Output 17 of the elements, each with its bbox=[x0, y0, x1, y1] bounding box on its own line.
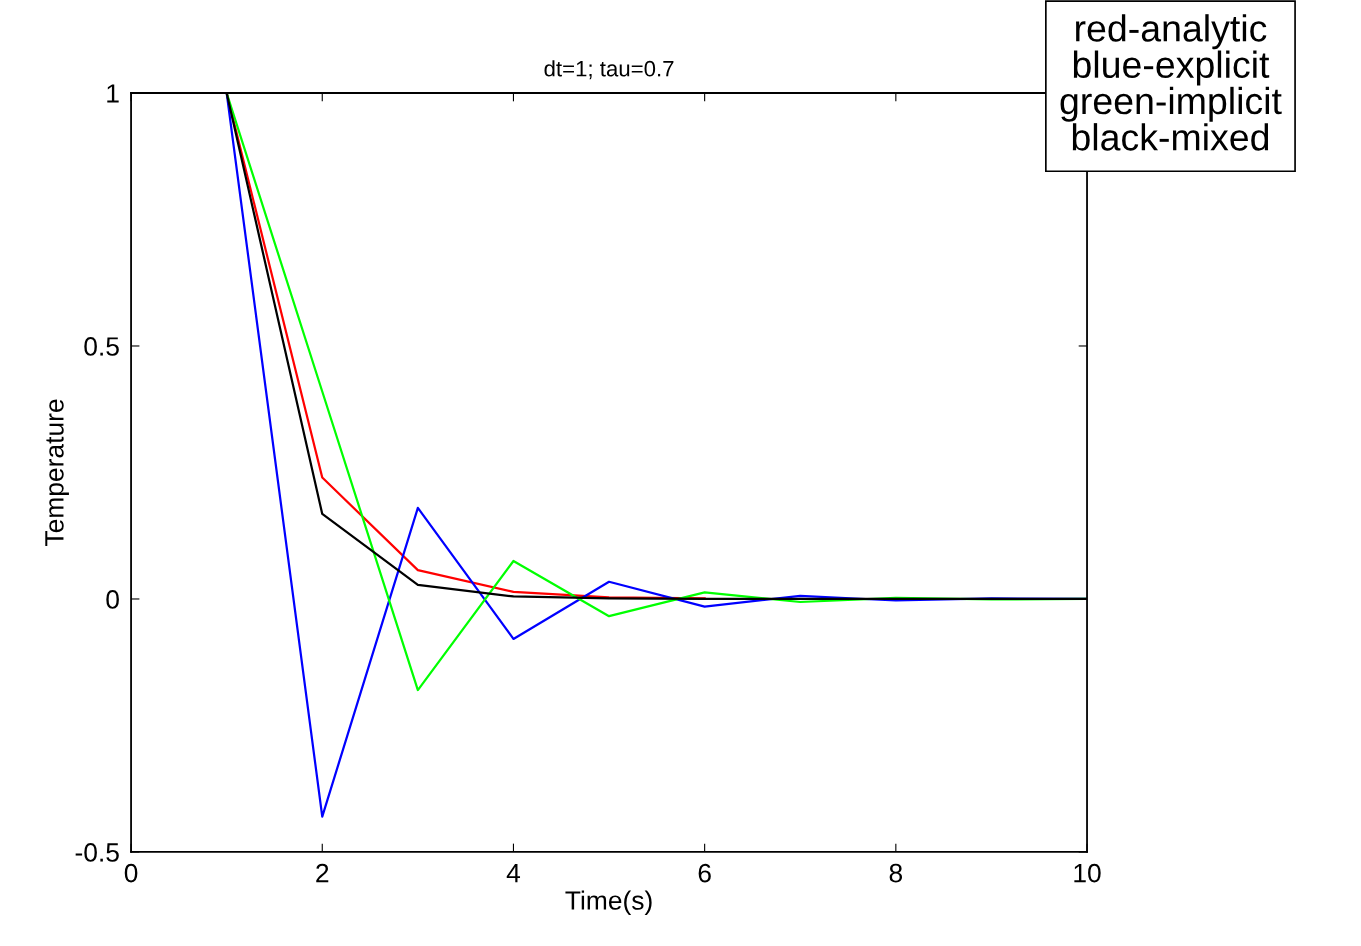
x-tick-label: 6 bbox=[698, 863, 711, 883]
y-tick-label: 0.5 bbox=[84, 337, 119, 356]
x-tick-label: 10 bbox=[1074, 863, 1101, 883]
y-tick-label: -0.5 bbox=[75, 843, 119, 862]
x-tick-label: 8 bbox=[889, 863, 903, 883]
y-tick-label: 1 bbox=[107, 84, 119, 103]
annotation: black-mixed bbox=[1072, 123, 1269, 151]
x-tick-label: 0 bbox=[124, 863, 138, 883]
x-tick-label: 4 bbox=[506, 864, 521, 883]
y-axis-title: Temperature bbox=[45, 399, 69, 546]
text: blue-explicit bbox=[1073, 50, 1270, 86]
x-tick-label: 2 bbox=[316, 863, 329, 883]
chart-title: dt=1; tau=0.7 bbox=[544, 60, 674, 80]
text: red-analytic bbox=[1076, 14, 1267, 50]
annotation: green-implicit bbox=[1060, 86, 1282, 122]
x-axis-title: Time(s) bbox=[565, 890, 652, 916]
y-tick-label: 0 bbox=[106, 590, 119, 609]
